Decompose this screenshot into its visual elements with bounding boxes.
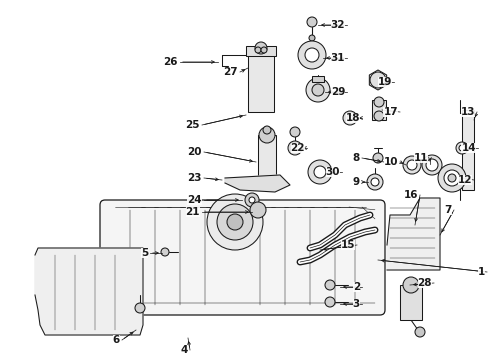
Text: 30: 30 — [325, 167, 339, 177]
Circle shape — [161, 248, 169, 256]
Text: 14: 14 — [461, 143, 475, 153]
Circle shape — [369, 72, 385, 88]
Circle shape — [425, 159, 437, 171]
Text: 29: 29 — [330, 87, 345, 97]
Text: 23: 23 — [187, 173, 202, 183]
Text: 31: 31 — [330, 53, 345, 63]
Circle shape — [325, 280, 334, 290]
Bar — [399, 285, 421, 320]
Circle shape — [249, 202, 265, 218]
Text: 2: 2 — [352, 282, 359, 292]
Circle shape — [226, 214, 243, 230]
Circle shape — [308, 35, 314, 41]
Circle shape — [372, 153, 382, 163]
Circle shape — [414, 327, 424, 337]
Text: 28: 28 — [417, 278, 431, 288]
FancyBboxPatch shape — [100, 200, 384, 315]
Circle shape — [248, 197, 254, 203]
Text: 6: 6 — [113, 335, 120, 345]
Circle shape — [406, 160, 416, 170]
Circle shape — [402, 277, 418, 293]
Circle shape — [305, 78, 329, 102]
Bar — [371, 100, 385, 120]
Text: 19: 19 — [377, 77, 391, 87]
Bar — [258, 135, 275, 185]
Circle shape — [254, 42, 266, 54]
Circle shape — [455, 142, 467, 154]
Text: 7: 7 — [444, 205, 451, 215]
Bar — [461, 110, 473, 190]
Text: 17: 17 — [383, 107, 397, 117]
Circle shape — [346, 115, 352, 121]
Circle shape — [366, 174, 382, 190]
Circle shape — [297, 41, 325, 69]
Circle shape — [289, 127, 299, 137]
Text: 24: 24 — [187, 195, 202, 205]
Polygon shape — [386, 198, 439, 270]
Circle shape — [443, 170, 459, 186]
Circle shape — [244, 193, 259, 207]
Text: 9: 9 — [352, 177, 359, 187]
Circle shape — [305, 48, 318, 62]
Text: 26: 26 — [163, 57, 178, 67]
Text: 18: 18 — [345, 113, 359, 123]
Text: 21: 21 — [185, 207, 200, 217]
Circle shape — [373, 111, 383, 121]
Circle shape — [259, 127, 274, 143]
Circle shape — [421, 155, 441, 175]
Text: 32: 32 — [330, 20, 345, 30]
Text: 16: 16 — [403, 190, 417, 200]
Text: 8: 8 — [352, 153, 359, 163]
Circle shape — [402, 156, 420, 174]
Circle shape — [342, 111, 356, 125]
Circle shape — [306, 17, 316, 27]
Circle shape — [263, 126, 270, 134]
Text: 10: 10 — [383, 157, 397, 167]
Circle shape — [311, 84, 324, 96]
Circle shape — [261, 47, 266, 53]
Circle shape — [135, 303, 145, 313]
Circle shape — [287, 141, 302, 155]
Circle shape — [313, 166, 325, 178]
Circle shape — [373, 97, 383, 107]
Bar — [247, 52, 273, 112]
Text: 25: 25 — [185, 120, 200, 130]
Text: 20: 20 — [187, 147, 202, 157]
Circle shape — [254, 47, 261, 53]
Circle shape — [437, 164, 465, 192]
Polygon shape — [35, 248, 142, 335]
Circle shape — [447, 174, 455, 182]
Circle shape — [307, 160, 331, 184]
Text: 22: 22 — [290, 143, 305, 153]
Bar — [311, 76, 324, 82]
Text: 11: 11 — [413, 153, 427, 163]
Circle shape — [206, 194, 263, 250]
Text: 5: 5 — [141, 248, 148, 258]
Circle shape — [370, 178, 378, 186]
Circle shape — [458, 145, 464, 151]
Text: 12: 12 — [457, 175, 471, 185]
Text: 13: 13 — [460, 107, 474, 117]
Text: 27: 27 — [223, 67, 238, 77]
Text: 15: 15 — [340, 240, 354, 250]
Circle shape — [325, 297, 334, 307]
Text: 1: 1 — [477, 267, 484, 277]
Bar — [245, 46, 275, 56]
Polygon shape — [224, 175, 289, 192]
Text: 4: 4 — [180, 345, 187, 355]
Text: 3: 3 — [352, 299, 359, 309]
Circle shape — [217, 204, 252, 240]
